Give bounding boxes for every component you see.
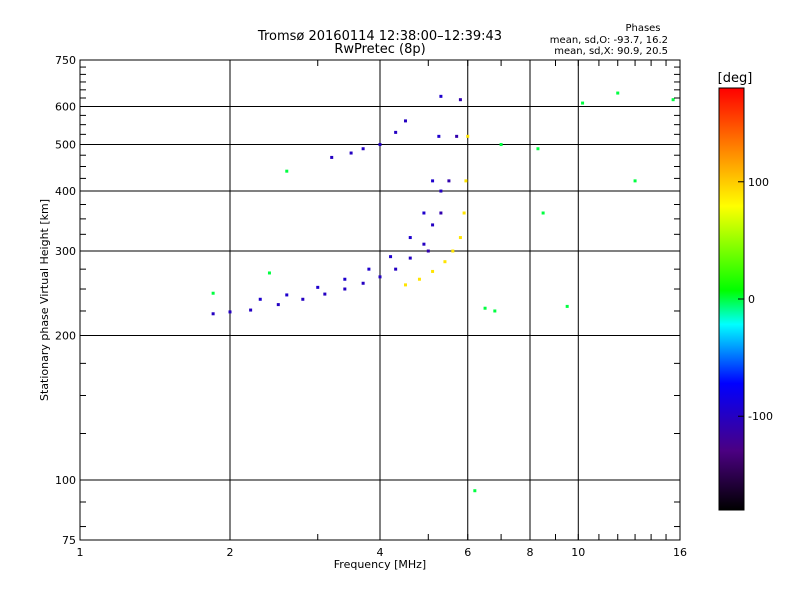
data-point — [499, 143, 503, 147]
x-tick-label: 10 — [571, 546, 585, 559]
data-point — [361, 147, 365, 151]
data-point — [285, 293, 289, 297]
y-tick-label: 300 — [55, 245, 76, 258]
data-point — [616, 91, 620, 95]
legend-title: Phases — [625, 23, 660, 34]
x-tick-label: 1 — [77, 546, 84, 559]
data-point — [431, 223, 435, 227]
data-point — [343, 287, 347, 291]
data-point — [671, 98, 675, 102]
data-point — [258, 297, 262, 301]
data-point — [408, 256, 412, 260]
data-point — [389, 255, 393, 259]
data-point — [426, 249, 430, 253]
chart-title: Tromsø 20160114 12:38:00–12:39:43 — [257, 29, 502, 44]
data-point — [493, 309, 497, 313]
grid-lines — [80, 60, 680, 540]
data-point — [228, 310, 232, 314]
data-point — [316, 285, 320, 289]
data-point — [439, 94, 443, 98]
data-point — [633, 179, 637, 183]
data-point — [403, 119, 407, 123]
data-point — [408, 236, 412, 240]
data-point — [422, 242, 426, 246]
colorbar-label: [deg] — [718, 71, 753, 86]
data-point — [439, 211, 443, 215]
y-tick-label: 500 — [55, 139, 76, 152]
data-point — [458, 98, 462, 102]
data-point — [466, 134, 470, 138]
data-point — [462, 211, 466, 215]
data-point — [285, 169, 289, 173]
data-point — [211, 312, 215, 316]
data-point — [536, 147, 540, 151]
data-point — [330, 155, 334, 159]
data-point — [483, 306, 487, 310]
x-tick-label: 8 — [527, 546, 534, 559]
data-point — [378, 143, 382, 147]
y-tick-label: 200 — [55, 330, 76, 343]
y-tick-label: 600 — [55, 101, 76, 114]
data-point — [394, 130, 398, 134]
data-point — [211, 291, 215, 295]
x-axis-label: Frequency [MHz] — [334, 558, 426, 571]
x-tick-label: 2 — [227, 546, 234, 559]
data-point — [451, 249, 455, 253]
data-point — [447, 179, 451, 183]
data-points — [211, 91, 675, 493]
x-tick-label: 16 — [673, 546, 687, 559]
data-point — [361, 281, 365, 285]
data-point — [437, 134, 441, 138]
data-point — [431, 179, 435, 183]
data-point — [458, 236, 462, 240]
colorbar-tick-label: 0 — [748, 293, 755, 306]
data-point — [249, 308, 253, 312]
y-tick-label: 75 — [62, 534, 76, 547]
colorbar-tick-label: -100 — [748, 410, 773, 423]
data-point — [431, 269, 435, 273]
colorbar-ticks: 100 0 -100 — [738, 176, 773, 423]
data-point — [323, 292, 327, 296]
data-point — [378, 275, 382, 279]
data-point — [439, 189, 443, 193]
data-point — [581, 101, 585, 105]
data-point — [565, 304, 569, 308]
x-tick-label: 4 — [377, 546, 384, 559]
x-axis: 1 2 4 6 8 10 16 — [77, 60, 687, 559]
data-point — [343, 277, 347, 281]
data-point — [403, 283, 407, 287]
x-tick-label: 6 — [464, 546, 471, 559]
data-point — [455, 134, 459, 138]
y-axis: 75 100 200 300 400 500 600 750 — [55, 54, 680, 547]
colorbar-tick-label: 100 — [748, 176, 769, 189]
y-tick-label: 400 — [55, 185, 76, 198]
data-point — [349, 151, 353, 155]
y-tick-label: 750 — [55, 54, 76, 67]
data-point — [394, 267, 398, 271]
y-axis-label: Stationary phase Virtual Height [km] — [38, 199, 51, 401]
data-point — [541, 211, 545, 215]
data-point — [443, 260, 447, 264]
data-point — [276, 303, 280, 307]
data-point — [422, 211, 426, 215]
y-tick-label: 100 — [55, 474, 76, 487]
legend-line-o: mean, sd,O: -93.7, 16.2 — [550, 35, 668, 46]
legend-line-x: mean, sd,X: 90.9, 20.5 — [554, 46, 668, 57]
data-point — [367, 267, 371, 271]
data-point — [464, 179, 468, 183]
data-point — [417, 277, 421, 281]
data-point — [267, 271, 271, 275]
chart-subtitle: RwPretec (8p) — [334, 42, 425, 57]
data-point — [473, 489, 477, 493]
data-point — [301, 297, 305, 301]
